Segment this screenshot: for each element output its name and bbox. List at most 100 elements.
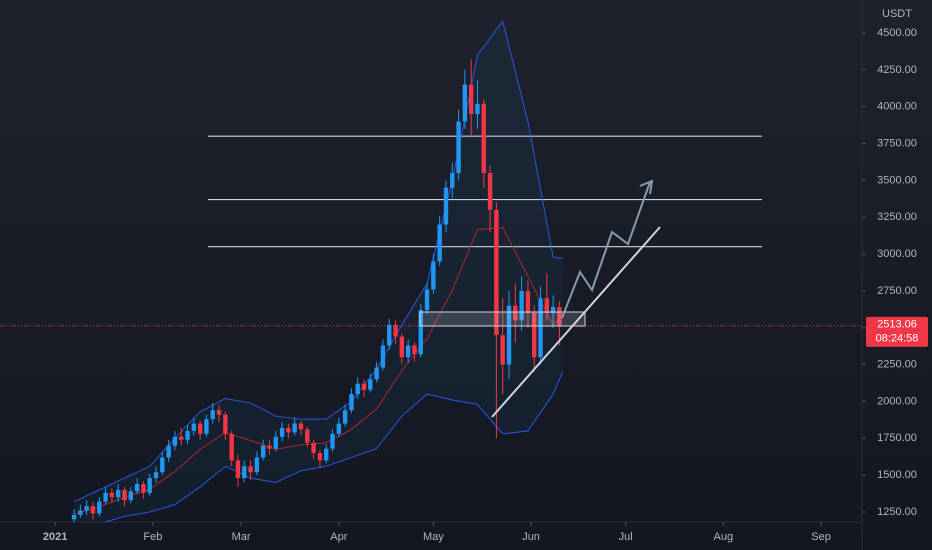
candle-body xyxy=(267,445,272,449)
y-tick-label: 4500.00 xyxy=(877,27,917,39)
candle-body xyxy=(462,84,468,122)
arrow-head xyxy=(639,179,654,195)
x-tick-label: Feb xyxy=(143,531,162,543)
candle-body xyxy=(431,261,436,290)
candle-body xyxy=(475,103,480,115)
candle-body xyxy=(443,187,449,225)
candle-body xyxy=(349,394,354,411)
candle-body xyxy=(223,414,228,434)
candle-body xyxy=(368,379,373,390)
candle-body xyxy=(122,489,127,501)
candle-body xyxy=(305,429,310,443)
y-tick-label: 3500.00 xyxy=(877,174,917,186)
candle-body xyxy=(78,510,83,515)
candle-body xyxy=(134,483,140,492)
x-tick-label: Sep xyxy=(811,531,831,543)
candle-body xyxy=(494,209,499,336)
x-tick-label: Aug xyxy=(714,531,734,543)
candle-body xyxy=(311,442,316,454)
candle-body xyxy=(153,472,159,479)
candle-body xyxy=(538,298,543,358)
candle-body xyxy=(185,430,190,440)
y-tick-label: 4250.00 xyxy=(877,64,917,76)
last-price-box xyxy=(866,316,928,347)
candle-body xyxy=(90,506,96,514)
candle-body xyxy=(519,290,524,321)
y-tick-label: 1500.00 xyxy=(877,469,917,481)
candle-body xyxy=(437,224,442,262)
candle-body xyxy=(128,491,133,501)
candle-body xyxy=(500,335,505,365)
x-tick-label: Jul xyxy=(619,531,633,543)
x-tick-label: 2021 xyxy=(43,531,67,543)
countdown-label: 08:24:58 xyxy=(876,333,919,345)
candle-body xyxy=(229,433,234,461)
y-tick-label: 2750.00 xyxy=(877,285,917,297)
candle-body xyxy=(141,483,146,493)
candle-body xyxy=(166,445,171,458)
candle-body xyxy=(481,103,486,174)
candle-body xyxy=(254,457,260,473)
y-tick-label: 3000.00 xyxy=(877,248,917,260)
y-tick-label: 3750.00 xyxy=(877,137,917,149)
candle-body xyxy=(324,448,329,461)
candle-body xyxy=(506,305,512,365)
candle-body xyxy=(342,410,348,424)
candle-body xyxy=(380,345,386,368)
last-price-label: 2513.06 xyxy=(877,319,917,331)
candle-body xyxy=(84,506,89,511)
candle-body xyxy=(160,457,165,473)
range-box xyxy=(419,311,586,327)
candle-body xyxy=(557,307,562,326)
candle-body xyxy=(147,478,152,493)
trend-line xyxy=(491,226,661,418)
candle-body xyxy=(103,492,108,502)
candle-body xyxy=(525,290,531,314)
candle-body xyxy=(317,453,323,461)
y-tick-label: 2250.00 xyxy=(877,359,917,371)
candle-body xyxy=(361,383,367,390)
x-tick-label: Jun xyxy=(522,531,540,543)
candle-body xyxy=(330,433,335,449)
candle-body xyxy=(405,345,411,358)
candle-body xyxy=(450,173,455,188)
y-tick-label: 4000.00 xyxy=(877,101,917,113)
y-tick-label: 3250.00 xyxy=(877,211,917,223)
candle-body xyxy=(412,345,417,355)
candle-body xyxy=(292,423,297,433)
candle-body xyxy=(191,423,197,431)
candle-body xyxy=(393,324,398,337)
y-tick-label: 2000.00 xyxy=(877,395,917,407)
candle-body xyxy=(279,427,285,437)
x-tick-label: Mar xyxy=(232,531,251,543)
candle-body xyxy=(109,492,115,498)
axes: 1250.001500.001750.002000.002250.002500.… xyxy=(43,27,928,543)
candle-body xyxy=(456,121,461,174)
candle-body xyxy=(336,423,342,434)
candle-body xyxy=(97,501,102,514)
candle-body xyxy=(399,336,405,358)
candle-body xyxy=(487,173,493,210)
candle-body xyxy=(387,324,392,346)
plot-area xyxy=(0,20,862,522)
candle-body xyxy=(204,419,209,434)
candle-body xyxy=(286,427,291,433)
candle-body xyxy=(179,436,184,440)
y-tick-label: 1750.00 xyxy=(877,432,917,444)
candle-body xyxy=(172,436,178,446)
candle-body xyxy=(248,466,253,473)
candle-body xyxy=(197,423,203,434)
drawings xyxy=(419,179,661,418)
candle-body xyxy=(242,466,247,479)
candle-body xyxy=(513,305,518,321)
y-tick-label: 1250.00 xyxy=(877,506,917,518)
candle-body xyxy=(115,489,121,498)
candle-body xyxy=(216,410,222,415)
band-line xyxy=(103,371,564,522)
candle-body xyxy=(273,436,278,449)
candle-body xyxy=(550,307,556,314)
candle-body xyxy=(424,289,430,311)
candle-body xyxy=(355,383,360,395)
